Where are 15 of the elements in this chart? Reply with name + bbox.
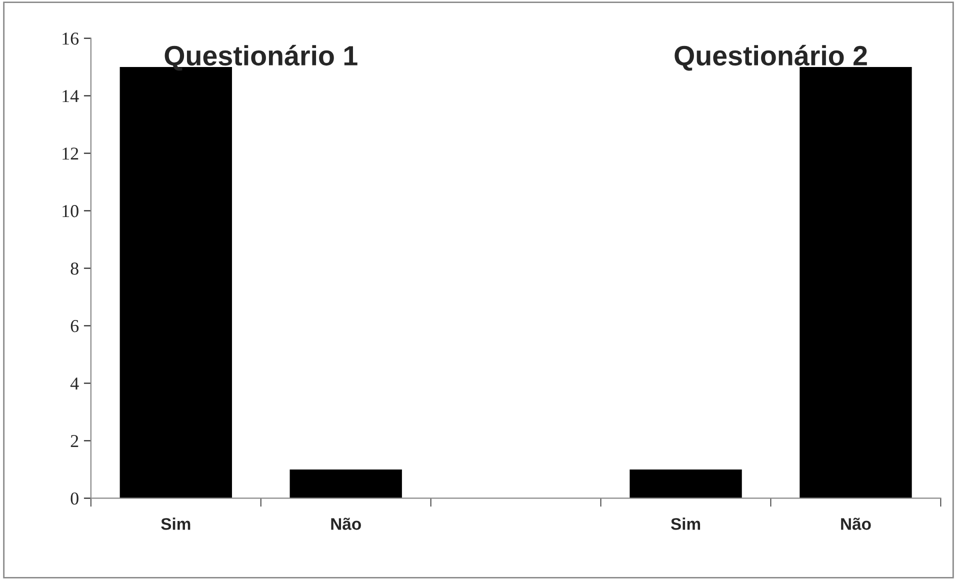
y-tick-label: 10 <box>62 205 78 218</box>
y-tick-label: 8 <box>70 262 78 275</box>
x-tick-label: Sim <box>670 518 700 530</box>
annotation: Questionário 2 <box>674 44 867 71</box>
y-tick-label: 4 <box>70 378 79 390</box>
y-tick-label: 6 <box>70 320 79 332</box>
y-tick-label: 0 <box>70 492 78 505</box>
x-tick-label: Sim <box>161 518 190 530</box>
y-tick-label: 14 <box>62 90 79 102</box>
y-tick-label: 2 <box>70 435 78 447</box>
x-tick-label: Não <box>841 518 871 530</box>
y-tick-label: 12 <box>62 148 78 160</box>
annotation: Questionário 1 <box>164 44 358 71</box>
y-tick-label: 16 <box>62 32 79 45</box>
x-tick-label: Não <box>331 518 361 530</box>
